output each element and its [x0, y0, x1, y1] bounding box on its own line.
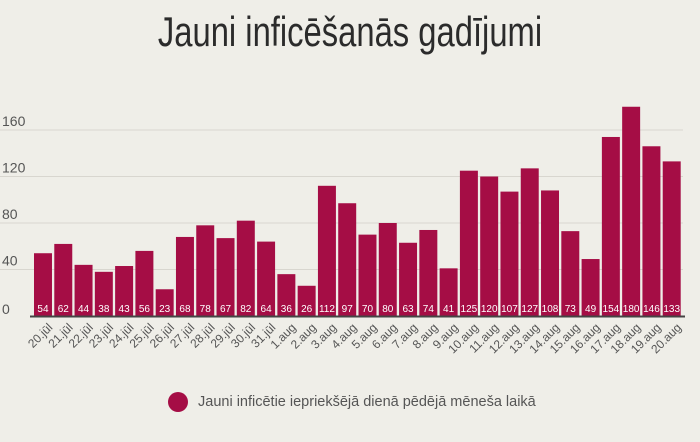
- bar: [581, 259, 600, 316]
- bar: [135, 250, 154, 316]
- bar: [236, 220, 255, 316]
- data-label: 107: [501, 304, 518, 315]
- legend: Jauni inficētie iepriekšējā dienā pēdējā…: [168, 392, 536, 412]
- bar: [277, 274, 296, 316]
- bar: [662, 161, 681, 316]
- data-label: 154: [603, 304, 620, 315]
- data-label: 127: [521, 304, 538, 315]
- y-tick-label: 160: [2, 113, 26, 129]
- bar: [297, 285, 316, 316]
- bar: [257, 241, 276, 316]
- bar: [601, 136, 620, 316]
- data-label: 36: [281, 304, 293, 315]
- data-label: 44: [78, 304, 90, 315]
- data-label: 26: [301, 304, 313, 315]
- bar: [155, 289, 174, 316]
- y-tick-label: 80: [2, 206, 18, 222]
- bar: [317, 185, 336, 316]
- bar: [54, 243, 73, 316]
- data-label: 80: [382, 304, 394, 315]
- bar: [216, 238, 235, 316]
- data-label: 64: [261, 304, 273, 315]
- data-label: 38: [98, 304, 110, 315]
- bar: [378, 223, 397, 316]
- data-label: 74: [423, 304, 435, 315]
- data-label: 68: [179, 304, 191, 315]
- data-label: 82: [240, 304, 252, 315]
- bar: [561, 231, 580, 316]
- data-label: 43: [119, 304, 131, 315]
- bar: [459, 170, 478, 316]
- data-label: 70: [362, 304, 374, 315]
- bar: [196, 225, 215, 316]
- data-label: 112: [319, 304, 335, 315]
- data-label: 62: [58, 304, 70, 315]
- legend-label: Jauni inficētie iepriekšējā dienā pēdējā…: [198, 394, 536, 410]
- data-label: 23: [159, 304, 171, 315]
- bar: [622, 106, 641, 316]
- bar: [520, 168, 539, 316]
- data-label: 97: [342, 304, 354, 315]
- y-tick-label: 120: [2, 160, 26, 176]
- bar: [541, 190, 560, 316]
- data-label: 78: [200, 304, 212, 315]
- data-label: 146: [643, 304, 660, 315]
- bar: [338, 203, 357, 316]
- data-label: 125: [461, 304, 478, 315]
- data-label: 133: [663, 304, 680, 315]
- data-label: 180: [623, 304, 640, 315]
- data-label: 63: [402, 304, 414, 315]
- bar: [94, 271, 113, 316]
- bar: [34, 253, 52, 316]
- bar: [399, 242, 418, 316]
- bar: [500, 191, 519, 316]
- data-label: 54: [37, 304, 49, 315]
- bar: [358, 234, 377, 316]
- data-label: 108: [542, 304, 559, 315]
- bar: [74, 264, 93, 316]
- bar: [439, 268, 458, 316]
- data-label: 41: [443, 304, 455, 315]
- chart-title: Jauni inficēšanās gadījumi: [157, 8, 543, 55]
- y-tick-label: 40: [2, 253, 18, 269]
- bar: [480, 176, 499, 316]
- data-label: 67: [220, 304, 232, 315]
- legend-marker: [168, 392, 188, 412]
- data-label: 73: [565, 304, 577, 315]
- bar: [175, 236, 194, 316]
- bar: [642, 146, 661, 316]
- bar: [115, 266, 134, 316]
- data-label: 56: [139, 304, 151, 315]
- y-tick-label: 0: [2, 301, 10, 317]
- data-label: 120: [481, 304, 498, 315]
- data-label: 49: [585, 304, 597, 315]
- bar: [419, 229, 438, 316]
